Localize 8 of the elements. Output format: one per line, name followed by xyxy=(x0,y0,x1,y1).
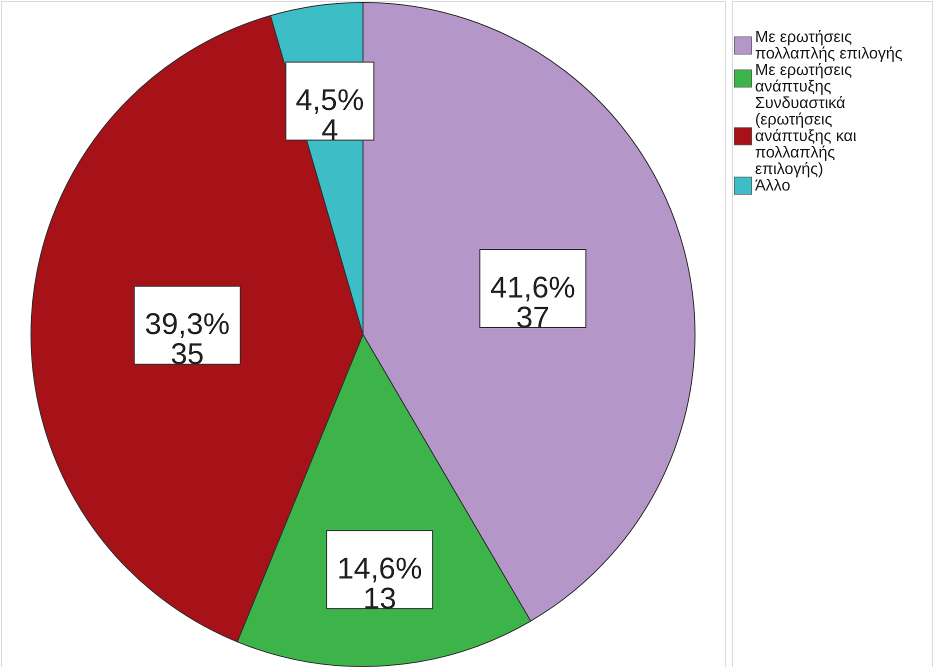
legend-label: Άλλο xyxy=(755,178,790,194)
data-label: 41,6% 37 xyxy=(490,271,576,334)
data-label: 39,3% 35 xyxy=(144,308,230,372)
legend-label: Με ερωτήσεις ανάπτυξης xyxy=(755,62,852,96)
data-label: 4,5% 4 xyxy=(296,84,364,148)
legend-label: Συνδυαστικά (ερωτήσεις ανάπτυξης και πολλαπλής επιλογής) xyxy=(755,95,857,178)
legend-label: Με ερωτήσεις πολλαπλής επιλογής xyxy=(755,29,903,62)
data-label: 14,6% 13 xyxy=(337,552,422,616)
